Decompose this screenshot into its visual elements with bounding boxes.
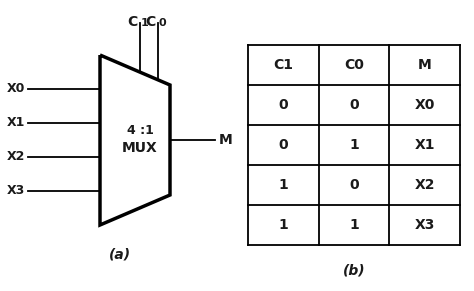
Text: (a): (a): [109, 248, 131, 262]
Text: C: C: [128, 15, 138, 29]
Text: MUX: MUX: [122, 141, 158, 155]
Text: 1: 1: [141, 18, 149, 28]
Text: X2: X2: [7, 150, 25, 164]
Text: 0: 0: [349, 98, 359, 112]
Text: (b): (b): [343, 263, 365, 277]
Text: 0: 0: [279, 98, 288, 112]
Text: 0: 0: [159, 18, 167, 28]
Text: C0: C0: [344, 58, 364, 72]
Text: 1: 1: [278, 218, 288, 232]
Text: 4 :1: 4 :1: [127, 123, 154, 136]
Text: X3: X3: [414, 218, 435, 232]
Text: 0: 0: [349, 178, 359, 192]
Text: X1: X1: [414, 138, 435, 152]
Text: 1: 1: [278, 178, 288, 192]
Text: X0: X0: [7, 83, 25, 95]
Text: X3: X3: [7, 184, 25, 198]
Text: C: C: [146, 15, 156, 29]
Text: X2: X2: [414, 178, 435, 192]
Text: C1: C1: [273, 58, 293, 72]
Text: 1: 1: [349, 138, 359, 152]
Text: M: M: [418, 58, 431, 72]
Text: X0: X0: [414, 98, 435, 112]
Text: M: M: [219, 133, 233, 147]
Text: 1: 1: [349, 218, 359, 232]
Text: X1: X1: [7, 116, 25, 129]
Text: 0: 0: [279, 138, 288, 152]
